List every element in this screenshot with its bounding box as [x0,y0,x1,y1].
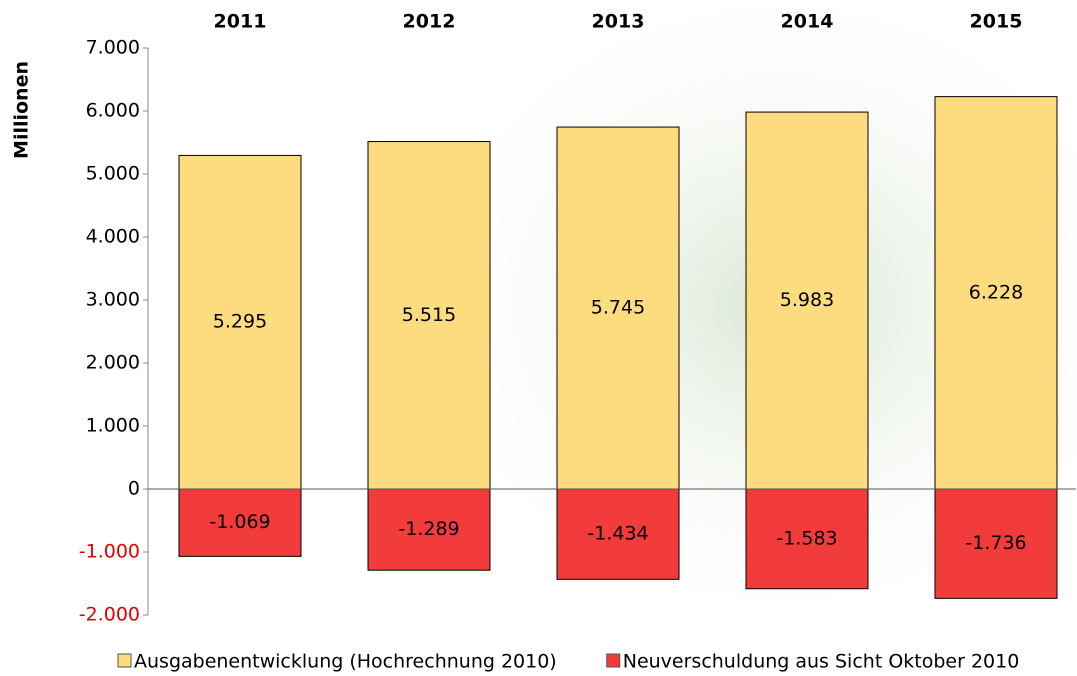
bar [367,141,491,490]
data-label: 6.228 [969,281,1023,303]
bar [745,488,869,590]
category-label: 2013 [592,11,645,33]
y-tick-label: 0 [128,478,140,500]
bar [934,96,1058,490]
data-label: 5.295 [213,311,267,333]
legend-label: Ausgabenentwicklung (Hochrechnung 2010) [134,651,557,673]
y-tick-label: -1.000 [79,541,140,563]
data-label: 5.515 [402,304,456,326]
bar [556,126,680,490]
y-tick-label: 3.000 [86,289,140,311]
bar [178,488,302,557]
bar [934,488,1058,599]
data-label: 5.983 [780,289,834,311]
y-tick-label: 2.000 [86,352,140,374]
y-axis-title: Millionen [11,61,33,159]
bar [745,111,869,490]
y-tick-label: -2.000 [79,604,140,626]
data-label: -1.289 [398,518,459,540]
data-label: 5.745 [591,297,645,319]
category-label: 2012 [403,11,456,33]
y-tick-label: 1.000 [86,415,140,437]
data-label: -1.736 [965,532,1026,554]
category-label: 2014 [781,11,834,33]
data-label: -1.434 [587,523,648,545]
legend-swatch [117,653,132,668]
data-label: -1.069 [209,511,270,533]
bar [178,154,302,490]
y-tick-label: 5.000 [86,163,140,185]
y-tick-label: 6.000 [86,100,140,122]
y-tick-label: 7.000 [86,37,140,59]
data-label: -1.583 [776,527,837,549]
legend-label: Neuverschuldung aus Sicht Oktober 2010 [623,651,1020,673]
category-label: 2011 [214,11,267,33]
bar [367,488,491,571]
bar [556,488,680,580]
y-tick-label: 4.000 [86,226,140,248]
legend-swatch [606,653,621,668]
category-label: 2015 [970,11,1023,33]
